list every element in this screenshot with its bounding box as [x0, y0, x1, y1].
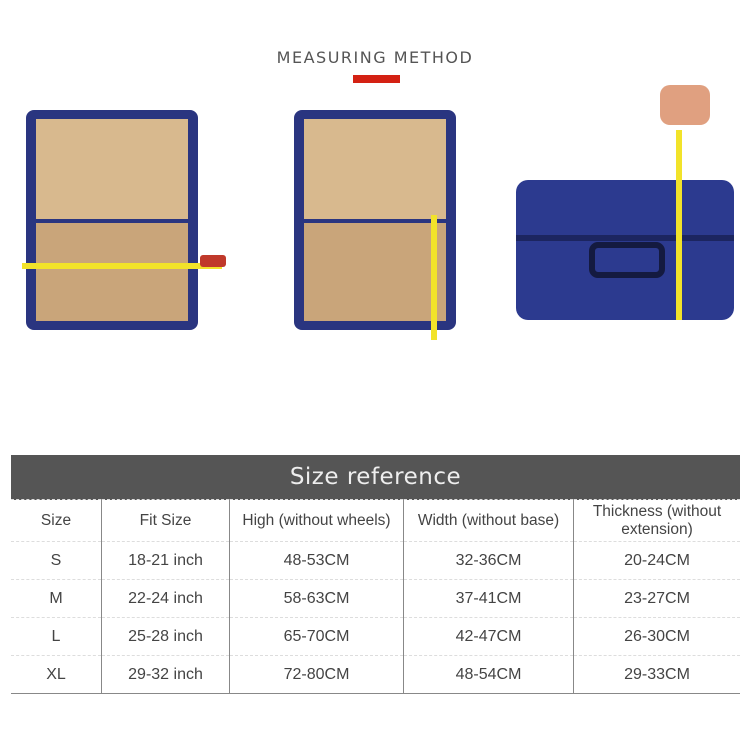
table-row: M 22-24 inch 58-63CM 37-41CM 23-27CM	[11, 579, 740, 618]
column-header: High (without wheels)	[229, 499, 404, 542]
table-row: S 18-21 inch 48-53CM 32-36CM 20-24CM	[11, 541, 740, 580]
open-suitcase-width-photo	[22, 110, 226, 330]
cell: M	[11, 579, 102, 618]
column-header: Thickness (without extension)	[573, 499, 740, 542]
closed-suitcase-thickness-photo	[516, 85, 734, 320]
table-row: L 25-28 inch 65-70CM 42-47CM 26-30CM	[11, 617, 740, 656]
cell: 20-24CM	[573, 541, 740, 580]
title-underline	[353, 75, 400, 83]
table-row: XL 29-32 inch 72-80CM 48-54CM 29-33CM	[11, 655, 740, 694]
section-title: MEASURING METHOD	[276, 48, 474, 67]
cell: 25-28 inch	[101, 617, 230, 656]
cell: 58-63CM	[229, 579, 404, 618]
cell: 26-30CM	[573, 617, 740, 656]
column-header: Width (without base)	[403, 499, 574, 542]
cell: 37-41CM	[403, 579, 574, 618]
cell: 22-24 inch	[101, 579, 230, 618]
cell: 29-32 inch	[101, 655, 230, 694]
open-suitcase-height-photo	[294, 110, 456, 340]
cell: 48-54CM	[403, 655, 574, 694]
cell: 42-47CM	[403, 617, 574, 656]
cell: 29-33CM	[573, 655, 740, 694]
cell: 23-27CM	[573, 579, 740, 618]
table-header-row: Size Fit Size High (without wheels) Widt…	[11, 499, 740, 542]
column-header: Size	[11, 499, 102, 542]
cell: 72-80CM	[229, 655, 404, 694]
column-header: Fit Size	[101, 499, 230, 542]
cell: XL	[11, 655, 102, 694]
cell: 18-21 inch	[101, 541, 230, 580]
cell: S	[11, 541, 102, 580]
table-title: Size reference	[11, 455, 740, 500]
cell: 65-70CM	[229, 617, 404, 656]
cell: 48-53CM	[229, 541, 404, 580]
cell: L	[11, 617, 102, 656]
cell: 32-36CM	[403, 541, 574, 580]
size-reference-table: Size reference Size Fit Size High (witho…	[11, 455, 740, 694]
